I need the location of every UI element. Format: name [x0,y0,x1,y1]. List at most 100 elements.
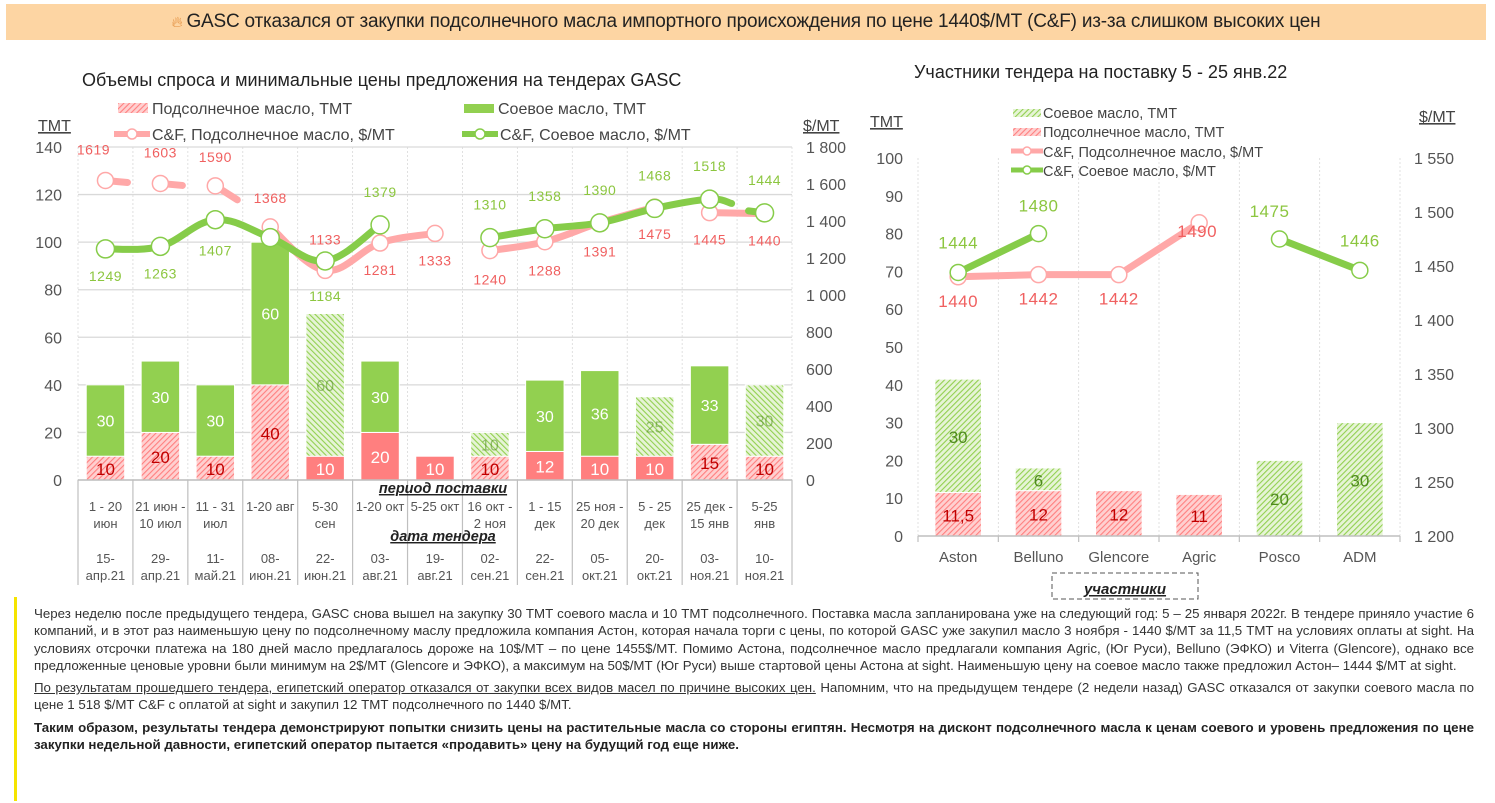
bar-label-sunflower: 10 [480,460,499,479]
tender-date-label: сен.21 [525,568,564,583]
bar-label-soybean: 60 [261,307,279,324]
y-tick-label: 80 [44,283,62,300]
right-chart-title: Участники тендера на поставку 5 - 25 янв… [914,62,1288,82]
bar-label-soybean: 30 [151,390,169,407]
soybean-price-marker [754,203,775,223]
sunflower-price-marker [949,268,967,286]
tender-date-label: июн.21 [249,568,291,583]
bar-soybean [934,378,982,494]
bar-soybean [1014,467,1063,492]
tender-date-label: 20- [645,551,664,566]
y2-tick-label: 1 800 [806,140,846,157]
delivery-period-label: сен [315,516,336,531]
bar-soybean [634,396,675,457]
bar-label-sunflower: 40 [261,424,280,443]
delivery-period-label: июн [93,516,117,531]
x-axis-title-box [1051,572,1199,600]
bar-label-soybean: 30 [97,414,115,431]
soybean-price-marker [95,239,116,259]
y-tick-label: 10 [885,491,903,508]
bar-sunflower [360,431,400,481]
soybean-price-label: 1263 [144,265,177,281]
soybean-price-label: 1446 [1340,231,1380,250]
soybean-price-marker [1270,230,1289,248]
tender-date-label: 22- [316,551,335,566]
sunflower-price-label: 1440 [938,292,978,311]
bar-sunflower [934,492,982,537]
bar-sunflower [1175,493,1223,537]
y-tick-label: 20 [885,453,903,470]
delivery-period-label: 1-20 авг [246,499,295,514]
y2-tick-label: 1 450 [1414,259,1454,276]
tender-date-label: ноя.21 [745,568,785,583]
y-tick-label: 80 [885,227,903,244]
y-tick-label: 60 [44,330,62,347]
commentary-underlined: По результатам прошедшего тендера, египе… [34,680,816,696]
tender-date-label: 03- [371,551,390,566]
y2-tick-label: 1 500 [1414,205,1454,222]
bar-label-sunflower: 20 [371,448,390,467]
soybean-price-label: 1518 [693,158,726,174]
y2-axis-label: $/МТ [1419,109,1456,126]
y2-tick-label: 1 600 [806,177,846,194]
bar-soybean [580,370,620,457]
delivery-period-label: 25 ноя - [576,499,623,514]
sunflower-price-label: 1442 [1099,290,1139,309]
bar-label-soybean: 30 [536,409,554,426]
legend-label: C&F, Соевое масло, $/МТ [500,127,691,144]
bar-label-sunflower: 12 [535,458,554,477]
sunflower-price-marker [206,177,225,195]
y-tick-label: 90 [885,189,903,206]
sunflower-price-label: 1619 [77,141,110,157]
y2-tick-label: 0 [806,473,815,490]
tender-date-axis-title: дата тендера [390,529,496,545]
bar-label-soybean: 60 [316,378,334,395]
sunflower-price-label: 1288 [528,263,561,279]
bar-label-sunflower: 10 [590,460,609,479]
sunflower-price-label: 1440 [748,233,781,249]
bar-label-sunflower: 10 [206,460,225,479]
tender-date-label: окт.21 [582,568,618,583]
delivery-period-label: 1 - 15 [528,499,561,514]
bar-label-soybean: 30 [206,414,224,431]
sunflower-price-marker [1110,265,1128,284]
bar-label-soybean: 20 [1270,490,1289,509]
y2-tick-label: 1 300 [1414,421,1454,438]
tender-date-label: апр.21 [141,568,181,583]
tender-date-label: 15- [96,551,115,566]
x-axis-title: участники [1083,581,1166,598]
sunflower-price-label: 1445 [693,232,726,248]
commentary-rest: Напомним, что на предыдущем тендере (2 н… [34,680,1474,713]
soybean-price-marker [150,236,171,257]
sunflower-price-label: 1133 [309,231,341,247]
delivery-period-label: 15 янв [690,516,729,531]
soybean-price-marker [315,251,335,271]
y-tick-label: 140 [35,140,62,157]
legend-label: Подсолнечное масло, ТМТ [152,101,352,118]
legend-label: Соевое масло, ТМТ [1043,106,1177,122]
y2-tick-label: 1 350 [1414,367,1454,384]
soybean-price-label: 1249 [89,268,122,284]
y2-tick-label: 400 [806,399,833,416]
bar-label-sunflower: 10 [426,460,445,479]
soybean-price-marker [535,219,555,239]
bar-label-sunflower: 10 [645,460,664,479]
sunflower-price-label: 1490 [1177,222,1217,241]
tender-date-label: авг.21 [362,568,397,583]
tender-date-label: авг.21 [417,568,452,583]
soybean-price-label: 1444 [938,233,978,252]
bar-sunflower [1095,490,1143,537]
tender-date-label: 19- [426,551,445,566]
soybean-price-marker [1351,261,1369,280]
soybean-price-marker [480,227,500,248]
legend-swatch-soybean-bar [464,104,494,113]
soybean-price-line [1278,235,1362,274]
tender-date-label: ноя.21 [690,568,730,583]
sunflower-price-marker [151,174,170,193]
y2-tick-label: 1 400 [1414,313,1454,330]
soybean-price-label: 1468 [638,167,671,183]
sunflower-price-marker [371,234,389,252]
delivery-period-label: 20 дек [580,516,619,531]
soybean-price-label: 1390 [583,182,616,198]
tender-date-label: окт.21 [637,568,673,583]
